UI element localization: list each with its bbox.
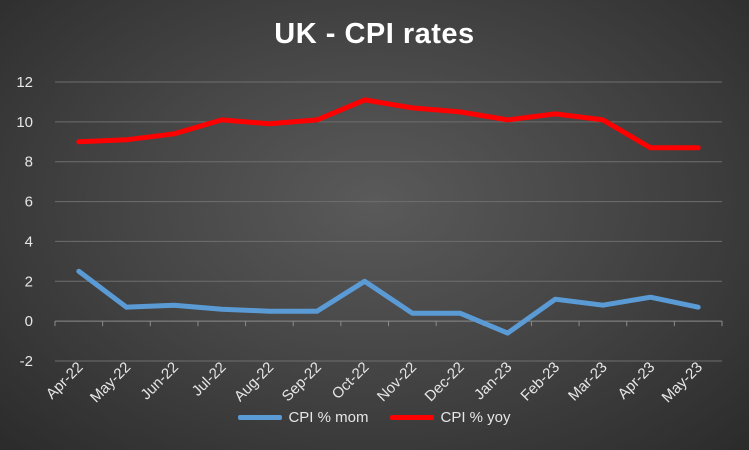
x-tick-label: Oct-22 bbox=[329, 359, 373, 403]
x-tick-label: Feb-23 bbox=[517, 359, 563, 405]
x-tick-label: Apr-23 bbox=[615, 359, 659, 403]
y-tick-label: 6 bbox=[25, 194, 33, 211]
y-tick-label: 2 bbox=[25, 273, 33, 290]
x-tick-label: Apr-22 bbox=[43, 359, 87, 403]
x-tick-label: Sep-22 bbox=[279, 359, 325, 405]
x-tick-label: Jan-23 bbox=[471, 359, 515, 403]
x-tick-label: Aug-22 bbox=[231, 359, 277, 405]
legend-swatch-yoy bbox=[390, 415, 435, 420]
legend: CPI % mom CPI % yoy bbox=[0, 409, 749, 426]
y-tick-label: 4 bbox=[25, 233, 33, 250]
y-tick-label: 12 bbox=[16, 74, 33, 91]
legend-swatch-mom bbox=[238, 415, 283, 420]
y-tick-label: 10 bbox=[16, 114, 33, 131]
legend-item-yoy: CPI % yoy bbox=[390, 409, 511, 426]
series-line-yoy bbox=[76, 97, 701, 151]
y-tick-label: -2 bbox=[20, 353, 33, 370]
x-tick-label: Jul-22 bbox=[189, 359, 230, 400]
y-tick-label: 8 bbox=[25, 154, 33, 171]
x-tick-label: Jun-22 bbox=[137, 359, 181, 403]
legend-item-mom: CPI % mom bbox=[238, 409, 368, 426]
x-tick-label: Dec-22 bbox=[422, 359, 468, 405]
x-tick-label: May-23 bbox=[659, 359, 706, 406]
x-tick-label: Nov-22 bbox=[374, 359, 420, 405]
series-line-mom bbox=[76, 268, 701, 336]
legend-label-mom: CPI % mom bbox=[288, 409, 369, 426]
chart-title: UK - CPI rates bbox=[274, 18, 475, 50]
x-tick-label: Mar-23 bbox=[565, 359, 611, 405]
legend-label-yoy: CPI % yoy bbox=[440, 409, 511, 426]
x-tick-label: May-22 bbox=[87, 359, 134, 406]
y-tick-label: 0 bbox=[25, 313, 33, 330]
